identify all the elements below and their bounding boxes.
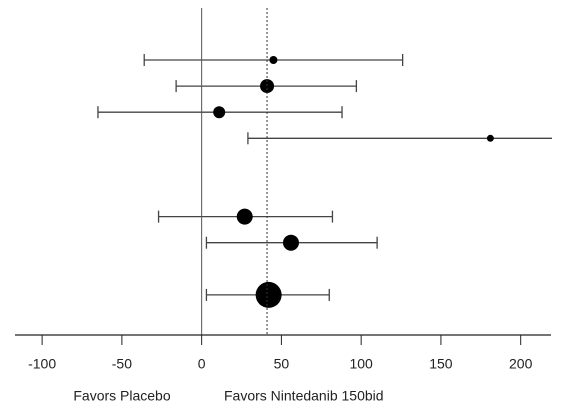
x-tick-label: -50 bbox=[112, 356, 132, 372]
point-estimate bbox=[486, 134, 494, 142]
x-tick-label: -100 bbox=[28, 356, 56, 372]
point-estimate bbox=[255, 281, 282, 308]
annotation-left: Favors Placebo bbox=[73, 388, 170, 404]
x-tick-label: 50 bbox=[274, 356, 290, 372]
point-estimate bbox=[260, 79, 275, 94]
x-tick-label: 0 bbox=[198, 356, 206, 372]
point-estimate bbox=[213, 106, 226, 119]
point-estimate bbox=[236, 208, 253, 225]
point-estimate bbox=[282, 234, 299, 251]
annotation-right: Favors Nintedanib 150bid bbox=[224, 388, 384, 404]
point-estimate bbox=[269, 56, 278, 64]
plot-area bbox=[97, 54, 552, 308]
x-tick-label: 200 bbox=[509, 356, 533, 372]
x-tick-label: 100 bbox=[349, 356, 373, 372]
x-tick-label: 150 bbox=[429, 356, 453, 372]
